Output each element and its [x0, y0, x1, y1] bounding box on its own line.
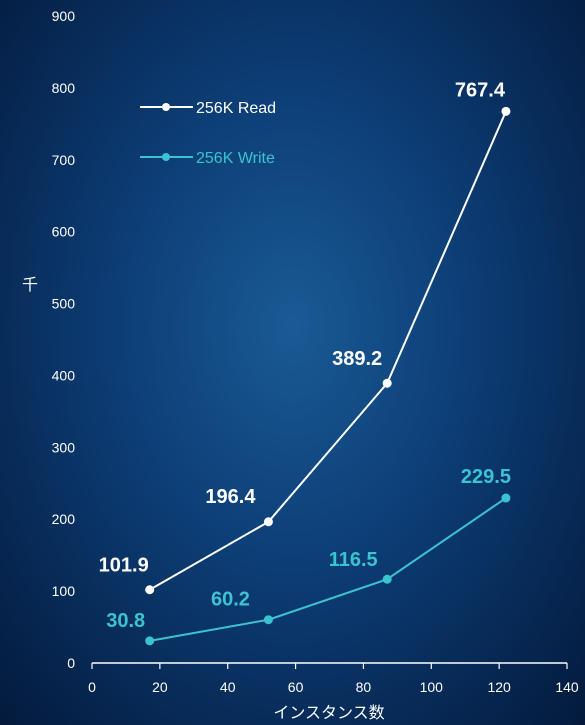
y-ticks: 0 100 200 300 400 500 600 700 800 900: [52, 8, 76, 671]
data-point: [382, 574, 392, 584]
data-point: [145, 636, 155, 646]
data-point: [501, 106, 511, 116]
x-tick-label: 20: [152, 679, 168, 695]
data-label: 30.8: [106, 610, 145, 632]
y-tick-label: 300: [52, 439, 76, 455]
series-layer: [145, 106, 511, 646]
y-tick-label: 200: [52, 511, 76, 527]
x-tick-label: 60: [288, 679, 304, 695]
x-tick-label: 80: [356, 679, 372, 695]
legend-label: 256K Read: [196, 100, 276, 117]
y-tick-label: 0: [67, 655, 75, 671]
x-tick-label: 140: [555, 679, 579, 695]
x-tick-label: 100: [420, 679, 444, 695]
x-tick-label: 120: [487, 679, 511, 695]
y-axis-title: 千: [22, 276, 38, 294]
data-point: [145, 585, 155, 595]
legend-marker: [162, 153, 170, 161]
series-line: [149, 110, 507, 591]
legend: 256K Read 256K Write: [140, 100, 276, 167]
x-tick-label: 0: [88, 679, 96, 695]
y-tick-label: 500: [52, 296, 76, 312]
data-point: [263, 517, 273, 527]
legend-label: 256K Write: [196, 150, 275, 167]
data-labels: 101.9 196.4 389.2 767.4 30.8 60.2 116.5 229.5: [99, 79, 511, 632]
y-tick-label: 400: [52, 367, 76, 383]
legend-marker: [162, 103, 170, 111]
x-ticks: 0 20 40 60 80 100 120 140: [88, 663, 579, 695]
data-label: 101.9: [99, 555, 149, 577]
data-point: [382, 378, 392, 388]
y-tick-label: 800: [52, 80, 76, 96]
x-tick-label: 40: [220, 679, 236, 695]
y-tick-label: 600: [52, 224, 76, 240]
data-label: 116.5: [329, 549, 378, 571]
y-tick-label: 700: [52, 152, 76, 168]
data-label: 767.4: [455, 79, 506, 101]
data-label: 229.5: [461, 466, 511, 488]
series-line: [149, 497, 507, 642]
y-tick-label: 900: [52, 8, 76, 24]
data-point: [263, 615, 273, 625]
y-tick-label: 100: [52, 583, 76, 599]
data-label: 389.2: [332, 348, 382, 370]
data-label: 60.2: [211, 589, 250, 611]
x-axis-title: インスタンス数: [273, 704, 384, 722]
data-point: [501, 493, 511, 503]
data-label: 196.4: [205, 486, 256, 508]
